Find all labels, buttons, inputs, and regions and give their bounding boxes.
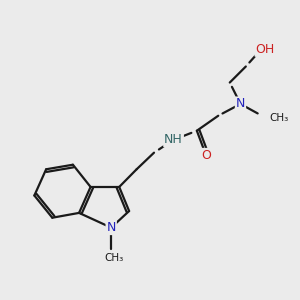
Text: CH₃: CH₃ <box>269 113 289 123</box>
Text: N: N <box>106 221 116 234</box>
Text: CH₃: CH₃ <box>104 253 124 262</box>
Text: OH: OH <box>256 43 275 56</box>
Text: N: N <box>236 98 245 110</box>
Text: NH: NH <box>164 133 183 146</box>
Text: O: O <box>201 149 211 162</box>
